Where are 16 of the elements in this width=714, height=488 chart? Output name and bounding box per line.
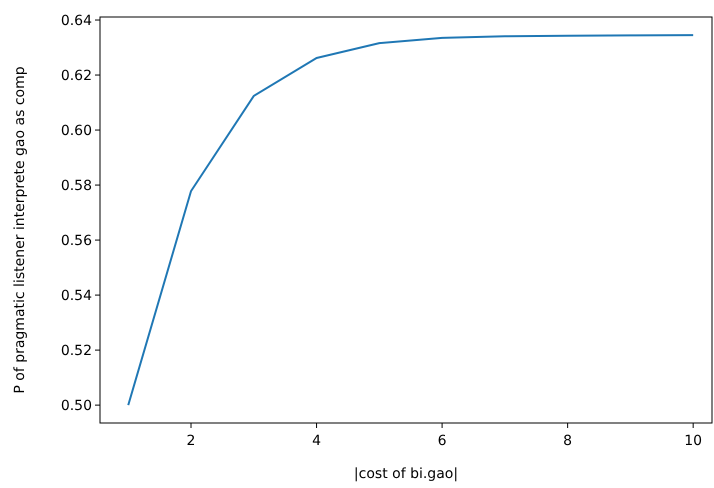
line-series xyxy=(127,34,694,406)
y-tick-label: 0.56 xyxy=(60,233,92,250)
y-tick-label: 0.50 xyxy=(60,398,92,414)
x-tick-label: 10 xyxy=(684,433,702,449)
x-tick-label: 2 xyxy=(186,433,196,449)
x-tick-label: 6 xyxy=(438,433,447,449)
y-tick-label: 0.60 xyxy=(60,123,92,140)
x-tick-label: 8 xyxy=(563,433,572,449)
y-tick-label: 0.64 xyxy=(60,13,92,30)
y-tick-label: 0.62 xyxy=(60,68,92,84)
y-tick-label: 0.54 xyxy=(60,288,92,304)
y-axis-title: P of pragmatic listener interprete gao as comp xyxy=(12,66,28,394)
x-axis-title: |cost of bi.gao| xyxy=(354,466,458,482)
y-tick-label: 0.52 xyxy=(60,343,92,360)
x-tick-label: 4 xyxy=(312,433,322,449)
y-tick-label: 0.58 xyxy=(60,178,92,194)
